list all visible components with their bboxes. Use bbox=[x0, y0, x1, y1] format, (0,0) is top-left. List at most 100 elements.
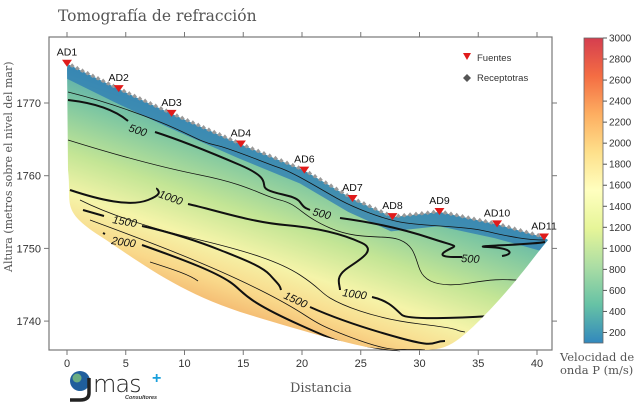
receiver-marker bbox=[85, 70, 91, 76]
legend-source-icon bbox=[463, 53, 471, 60]
logo-globe-highlight bbox=[72, 373, 82, 383]
receiver-marker bbox=[126, 91, 132, 96]
source-marker bbox=[387, 213, 398, 221]
contour-label: 500 bbox=[311, 206, 333, 222]
receiver-marker bbox=[147, 101, 153, 106]
receivers bbox=[64, 60, 541, 238]
colorbar-label-line2: onda P (m/s) bbox=[560, 363, 633, 377]
contour-thin bbox=[89, 219, 426, 351]
source-marker bbox=[235, 140, 246, 148]
x-axis-label: Distancia bbox=[290, 381, 352, 396]
contour-thin bbox=[149, 261, 199, 282]
colorbar-tick-label: 400 bbox=[609, 307, 626, 318]
source-marker bbox=[113, 85, 124, 93]
source-marker bbox=[299, 166, 310, 174]
logo-text: mas bbox=[93, 370, 141, 398]
x-tick-label: 35 bbox=[472, 358, 484, 370]
receiver-marker bbox=[518, 227, 524, 233]
receiver-marker bbox=[111, 83, 117, 89]
receiver-marker bbox=[512, 226, 518, 231]
colorbar-label-line1: Velocidad de bbox=[559, 350, 634, 364]
source-stations: AD1 AD2 AD3 AD4 AD6 AD7 AD8 AD9 AD10 AD11 bbox=[57, 47, 557, 241]
receiver-marker bbox=[339, 189, 345, 195]
surface-blue-band bbox=[67, 63, 548, 254]
receiver-marker bbox=[105, 81, 111, 86]
receiver-marker bbox=[132, 93, 138, 99]
receiver-marker bbox=[431, 209, 437, 215]
contour-label: 1000 bbox=[342, 287, 369, 302]
receiver-marker bbox=[425, 210, 431, 215]
receiver-marker bbox=[273, 155, 279, 161]
receiver-marker bbox=[201, 124, 207, 130]
receiver-marker bbox=[506, 224, 512, 230]
receiver-marker bbox=[523, 229, 529, 235]
station-label: AD9 bbox=[429, 195, 450, 207]
source-marker bbox=[166, 109, 177, 117]
colorbar-tick-label: 1600 bbox=[609, 181, 632, 192]
receiver-marker bbox=[488, 220, 494, 225]
colorbar-tick-label: 1000 bbox=[609, 244, 632, 255]
receiver-marker bbox=[69, 63, 75, 68]
x-tick-label: 30 bbox=[413, 358, 425, 370]
receiver-marker bbox=[174, 113, 180, 118]
y-tick-label: 1750 bbox=[17, 243, 41, 255]
colorbar-tick-label: 200 bbox=[609, 328, 626, 339]
receiver-marker bbox=[227, 136, 233, 142]
receiver-marker bbox=[307, 170, 313, 176]
receiver-marker bbox=[244, 143, 250, 149]
receiver-marker bbox=[80, 68, 86, 73]
receiver-marker bbox=[483, 218, 489, 224]
colorbar-gradient bbox=[583, 37, 604, 344]
receiver-marker bbox=[413, 211, 419, 217]
receiver-marker bbox=[355, 198, 361, 204]
colorbar-label: Velocidad de onda P (m/s) bbox=[559, 350, 637, 377]
receiver-marker bbox=[267, 153, 273, 158]
station-label: AD11 bbox=[531, 220, 557, 232]
logo-g-tail bbox=[70, 378, 91, 402]
source-marker bbox=[539, 233, 550, 241]
x-axis: 0 5 10 15 20 25 30 35 40 bbox=[64, 32, 543, 370]
logo: mas + Consultores bbox=[70, 370, 161, 402]
receiver-marker bbox=[442, 210, 448, 215]
receiver-marker bbox=[261, 150, 267, 156]
receiver-marker bbox=[211, 129, 217, 135]
receiver-marker bbox=[419, 210, 425, 216]
receiver-marker bbox=[296, 165, 302, 170]
source-marker bbox=[347, 194, 358, 202]
station-label: AD7 bbox=[342, 182, 363, 194]
x-tick-label: 0 bbox=[64, 358, 70, 370]
x-tick-label: 25 bbox=[355, 358, 367, 370]
receiver-marker bbox=[312, 173, 318, 179]
receiver-marker bbox=[163, 108, 169, 113]
contour-label: 2000 bbox=[110, 235, 138, 251]
receiver-marker bbox=[142, 98, 148, 104]
colorbar-tick-label: 2400 bbox=[609, 97, 632, 108]
receiver-marker bbox=[465, 215, 471, 220]
receiver-marker bbox=[384, 211, 390, 217]
legend-receiver-icon bbox=[463, 74, 471, 82]
receiver-marker bbox=[407, 212, 413, 217]
receiver-marker bbox=[454, 212, 460, 218]
contour-thin bbox=[67, 91, 546, 241]
y-tick-label: 1760 bbox=[17, 171, 41, 183]
receiver-marker bbox=[74, 65, 80, 71]
y-tick-label: 1770 bbox=[17, 98, 41, 110]
receiver-marker bbox=[90, 73, 96, 78]
receiver-marker bbox=[195, 122, 201, 128]
colorbar-tick-label: 800 bbox=[609, 265, 626, 276]
contour-thin bbox=[67, 139, 521, 286]
plot-frame bbox=[48, 36, 553, 351]
receiver-marker bbox=[217, 132, 223, 137]
receiver-marker bbox=[121, 88, 127, 94]
receiver-marker bbox=[249, 146, 255, 151]
receiver-marker bbox=[367, 203, 373, 209]
receiver-marker bbox=[535, 232, 541, 238]
receiver-marker bbox=[401, 212, 407, 218]
y-axis: 1740 1750 1760 1770 bbox=[17, 98, 557, 328]
receiver-marker bbox=[137, 96, 143, 101]
station-label: AD8 bbox=[382, 200, 403, 212]
receiver-marker bbox=[100, 78, 106, 84]
receiver-marker bbox=[361, 201, 367, 206]
receiver-marker bbox=[471, 216, 477, 221]
